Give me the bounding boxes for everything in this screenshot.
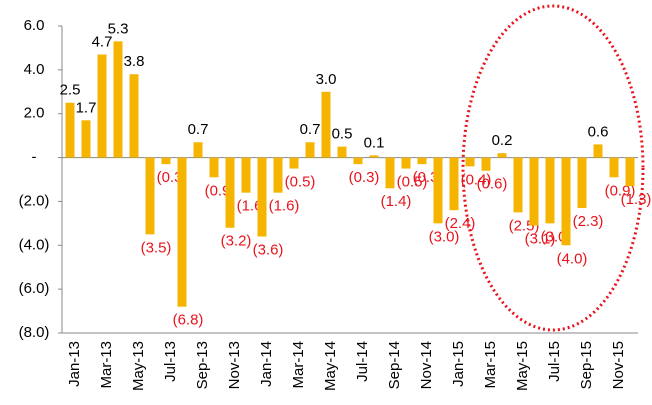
value-label: (0.9)	[605, 182, 636, 199]
value-label: (0.4)	[461, 171, 492, 188]
x-tick-label: Jan-15	[450, 341, 467, 387]
bar	[289, 157, 299, 169]
value-label: 0.6	[588, 123, 609, 140]
bar	[625, 157, 635, 187]
y-tick-label: (8.0)	[19, 324, 50, 341]
y-tick-label: (6.0)	[19, 280, 50, 297]
value-label: 3.0	[316, 71, 337, 88]
value-label: (0.5)	[285, 174, 316, 191]
x-tick-label: Mar-15	[482, 341, 499, 389]
bar	[417, 157, 427, 165]
y-tick-label: (4.0)	[19, 236, 50, 253]
bar	[305, 142, 315, 158]
bar	[81, 120, 91, 158]
value-label: (0.5)	[397, 174, 428, 191]
bar	[193, 142, 203, 158]
x-tick-label: Sep-14	[386, 341, 403, 389]
x-tick-label: Jul-15	[546, 341, 563, 382]
x-tick-label: Nov-14	[418, 341, 435, 389]
x-tick-label: Jul-13	[162, 341, 179, 382]
y-tick-label: (2.0)	[19, 192, 50, 209]
x-tick-label: Jul-14	[354, 341, 371, 382]
value-label: 5.3	[108, 20, 129, 37]
value-label: (1.4)	[381, 193, 412, 210]
highlight-ellipse	[461, 4, 645, 332]
x-tick-label: Nov-13	[226, 341, 243, 389]
bar	[97, 54, 107, 158]
bar	[577, 157, 587, 209]
bar	[561, 157, 571, 246]
value-label: (0.6)	[477, 176, 508, 193]
value-label: 4.7	[92, 33, 113, 50]
value-label: 0.5	[332, 126, 353, 143]
bar	[593, 144, 603, 158]
value-label: (3.2)	[221, 233, 252, 250]
bar	[321, 91, 331, 158]
bar	[513, 157, 523, 213]
value-label: 0.7	[300, 121, 321, 138]
bar	[497, 153, 507, 158]
bar	[401, 157, 411, 169]
value-label: (6.8)	[173, 312, 204, 329]
x-tick-label: Nov-15	[610, 341, 627, 389]
value-label: (1.3)	[621, 191, 652, 208]
x-tick-label: Sep-13	[194, 341, 211, 389]
value-label: (3.6)	[253, 241, 284, 258]
value-label: (4.0)	[557, 250, 588, 267]
x-tick-label: May-14	[322, 341, 339, 391]
bar	[481, 157, 491, 171]
x-tick-label: Jan-14	[258, 341, 275, 387]
value-label: 0.2	[492, 132, 513, 149]
bar	[529, 157, 539, 226]
x-tick-label: Jan-13	[66, 341, 83, 387]
bar	[225, 157, 235, 228]
x-tick-label: Sep-15	[578, 341, 595, 389]
bar	[449, 157, 459, 211]
bar	[209, 157, 219, 178]
bar	[129, 74, 139, 158]
value-label: 0.1	[364, 134, 385, 151]
bar	[353, 157, 363, 165]
bar	[273, 157, 283, 193]
y-tick-label: 2.0	[24, 105, 45, 122]
value-label: 0.7	[188, 121, 209, 138]
bar	[65, 102, 75, 158]
bar	[369, 155, 379, 158]
x-tick-label: May-15	[514, 341, 531, 391]
value-label: (2.4)	[445, 215, 476, 232]
value-label: (0.3)	[349, 169, 380, 186]
bar	[257, 157, 267, 237]
y-tick-label: 4.0	[24, 61, 45, 78]
bar	[337, 146, 347, 158]
x-tick-label: Mar-14	[290, 341, 307, 389]
bar	[145, 157, 155, 235]
value-label: 3.8	[124, 53, 145, 70]
value-label: (1.6)	[269, 198, 300, 215]
value-label: (2.3)	[573, 213, 604, 230]
bar	[609, 157, 619, 178]
bar	[241, 157, 251, 193]
bar	[113, 41, 123, 158]
value-label: (3.0)	[429, 228, 460, 245]
bar	[385, 157, 395, 189]
bar	[177, 157, 187, 307]
value-label: 2.5	[60, 82, 81, 99]
x-tick-label: May-13	[130, 341, 147, 391]
value-label: (3.1)	[525, 231, 556, 248]
y-tick-label: 6.0	[24, 17, 45, 34]
value-label: (3.5)	[141, 239, 172, 256]
bar	[161, 157, 171, 165]
y-tick-label: -	[32, 149, 37, 166]
x-tick-label: Mar-13	[98, 341, 115, 389]
value-label: 1.7	[76, 99, 97, 116]
bar	[545, 157, 555, 224]
bar	[465, 157, 475, 167]
bar	[433, 157, 443, 224]
